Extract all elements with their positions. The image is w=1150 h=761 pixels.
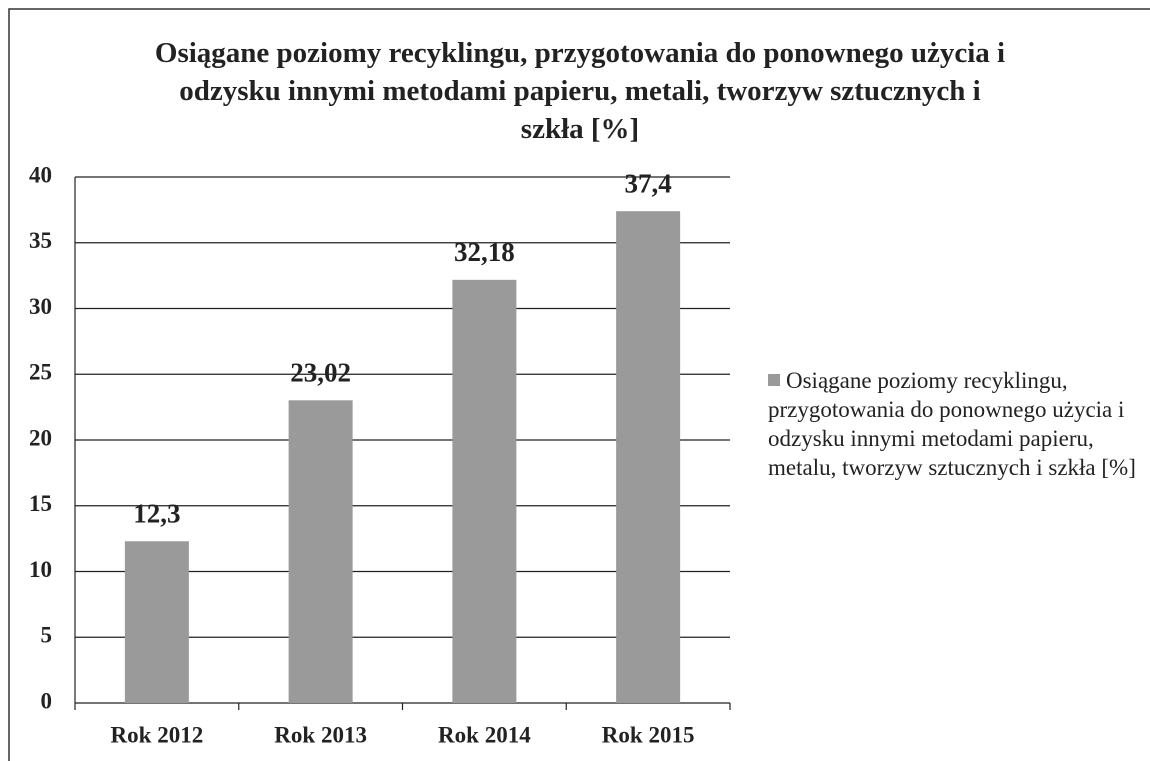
y-tick-label: 0 <box>41 688 53 713</box>
y-tick-label: 5 <box>41 623 53 648</box>
bar <box>452 279 517 703</box>
legend-label: Osiągane poziomy recyklingu, przygotowan… <box>768 368 1136 480</box>
y-tick-label: 10 <box>29 557 52 582</box>
y-tick-label: 25 <box>29 360 52 385</box>
bar <box>124 541 189 703</box>
chart-frame <box>8 8 1150 761</box>
data-label: 37,4 <box>625 168 672 198</box>
x-tick-label: Rok 2012 <box>111 722 204 747</box>
bar <box>616 211 681 703</box>
data-label: 32,18 <box>454 237 515 267</box>
chart-title: Osiągane poziomy recyklingu, przygotowan… <box>154 37 1006 145</box>
y-tick-label: 15 <box>29 491 52 516</box>
y-tick-label: 30 <box>29 294 52 319</box>
x-tick-label: Rok 2014 <box>438 722 531 747</box>
y-tick-label: 20 <box>29 425 52 450</box>
data-label: 23,02 <box>290 357 351 387</box>
data-label: 12,3 <box>133 498 180 528</box>
y-tick-label: 40 <box>29 162 52 187</box>
legend: Osiągane poziomy recyklingu, przygotowan… <box>768 366 1148 482</box>
x-tick-label: Rok 2015 <box>602 722 695 747</box>
x-tick-label: Rok 2013 <box>274 722 367 747</box>
y-tick-label: 35 <box>29 228 52 253</box>
bar <box>288 400 353 703</box>
legend-swatch <box>768 374 780 386</box>
